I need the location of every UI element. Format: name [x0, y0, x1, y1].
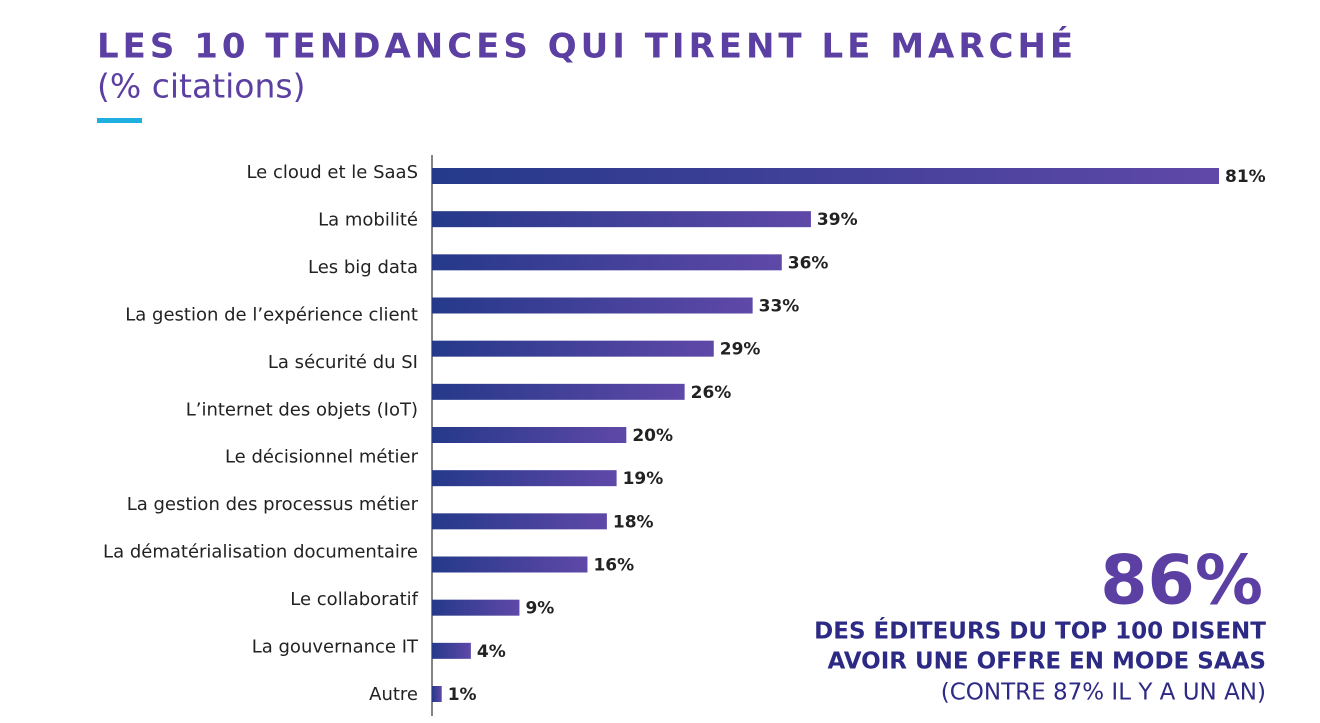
value-label: 33% [759, 297, 800, 317]
category-label: La dématérialisation documentaire [103, 542, 418, 563]
category-label: La gouvernance IT [252, 637, 419, 658]
category-label: La gestion de l’expérience client [125, 304, 418, 325]
value-label: 1% [448, 685, 477, 705]
category-label: Les big data [308, 257, 418, 278]
bar [432, 642, 471, 659]
value-label: 18% [613, 512, 654, 532]
bar [432, 599, 520, 616]
accent-bar [97, 118, 142, 123]
category-label: L’internet des objets (IoT) [186, 399, 418, 420]
bar [432, 470, 617, 487]
value-label: 4% [477, 642, 506, 662]
chart-title: LES 10 TENDANCES QUI TIRENT LE MARCHÉ [97, 26, 1077, 67]
category-label: Le collaboratif [290, 589, 418, 610]
bar [432, 556, 588, 573]
value-label: 81% [1225, 167, 1266, 187]
bar [432, 340, 714, 357]
bar [432, 383, 685, 400]
category-label: La gestion des processus métier [127, 494, 419, 515]
value-label: 36% [788, 253, 829, 273]
callout-line: AVOIR UNE OFFRE EN MODE SAAS [828, 649, 1266, 675]
value-label: 29% [720, 340, 761, 360]
category-label: La mobilité [318, 209, 418, 230]
value-label: 9% [525, 599, 554, 619]
bar [432, 168, 1219, 184]
bar [432, 427, 627, 443]
bar [432, 211, 811, 228]
category-label: La sécurité du SI [268, 352, 418, 373]
value-label: 39% [817, 210, 858, 230]
callout-value: 86% [1100, 542, 1263, 621]
value-label: 19% [623, 469, 664, 489]
value-label: 16% [593, 556, 634, 576]
bar [432, 254, 782, 271]
category-label: Le cloud et le SaaS [246, 162, 418, 183]
callout-note: (CONTRE 87% IL Y A UN AN) [941, 680, 1266, 706]
value-label: 26% [691, 383, 732, 403]
chart-subtitle: (% citations) [97, 67, 305, 106]
value-label: 20% [632, 426, 673, 446]
category-label: Autre [369, 684, 418, 705]
bar [432, 513, 607, 530]
callout-line: DES ÉDITEURS DU TOP 100 DISENT [814, 617, 1266, 645]
bar [432, 297, 753, 314]
bar [432, 686, 442, 702]
category-label: Le décisionnel métier [225, 447, 419, 468]
